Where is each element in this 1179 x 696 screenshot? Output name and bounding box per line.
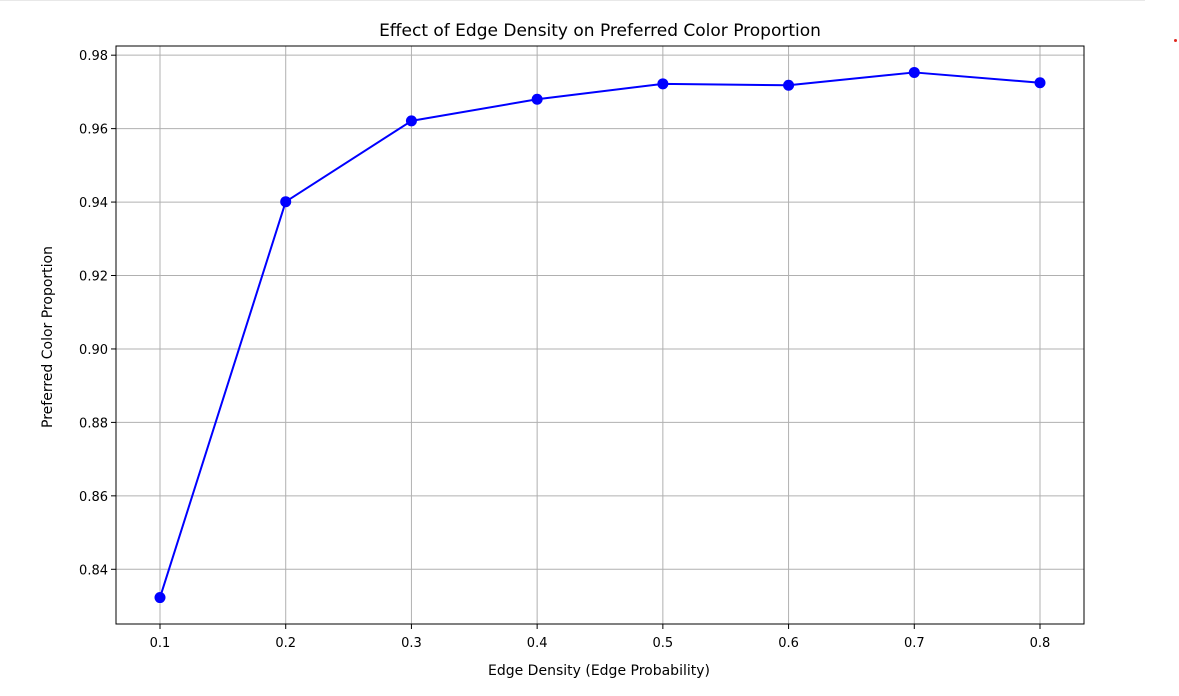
top-divider xyxy=(0,0,1145,1)
x-tick-label: 0.6 xyxy=(778,636,799,651)
data-point xyxy=(280,196,292,208)
grid-lines xyxy=(116,46,1084,624)
axis-ticks: 0.1 0.2 0.3 0.4 0.5 0.6 0.7 0.8 0.84 0.86 0.88 0.90… xyxy=(79,49,1050,651)
x-tick-label: 0.5 xyxy=(653,636,674,651)
marker-dot xyxy=(1174,39,1177,42)
plot-area-frame xyxy=(115,45,1085,625)
data-point xyxy=(657,78,669,90)
data-point xyxy=(1034,77,1046,89)
data-point xyxy=(531,93,543,105)
data-point xyxy=(908,66,920,78)
y-tick-label: 0.92 xyxy=(79,270,108,285)
y-tick-label: 0.84 xyxy=(79,563,108,578)
x-tick-label: 0.4 xyxy=(527,636,548,651)
x-tick-label: 0.1 xyxy=(150,636,171,651)
y-axis-label: Preferred Color Proportion xyxy=(40,246,56,428)
x-tick-label: 0.7 xyxy=(904,636,925,651)
x-axis-label: Edge Density (Edge Probability) xyxy=(488,663,710,679)
series-layer xyxy=(154,66,1046,604)
x-tick-label: 0.3 xyxy=(401,636,422,651)
y-tick-label: 0.90 xyxy=(79,343,108,358)
y-tick-label: 0.94 xyxy=(79,196,108,211)
x-tick-label: 0.2 xyxy=(275,636,296,651)
y-tick-label: 0.98 xyxy=(79,49,108,64)
x-tick-label: 0.8 xyxy=(1030,636,1051,651)
y-tick-label: 0.96 xyxy=(79,123,108,138)
y-tick-label: 0.88 xyxy=(79,416,108,431)
data-point xyxy=(154,592,166,604)
chart-title: Effect of Edge Density on Preferred Colo… xyxy=(379,21,821,41)
data-point xyxy=(783,79,795,91)
y-tick-label: 0.86 xyxy=(79,490,108,505)
series-line xyxy=(159,71,1041,598)
data-point xyxy=(405,115,417,127)
